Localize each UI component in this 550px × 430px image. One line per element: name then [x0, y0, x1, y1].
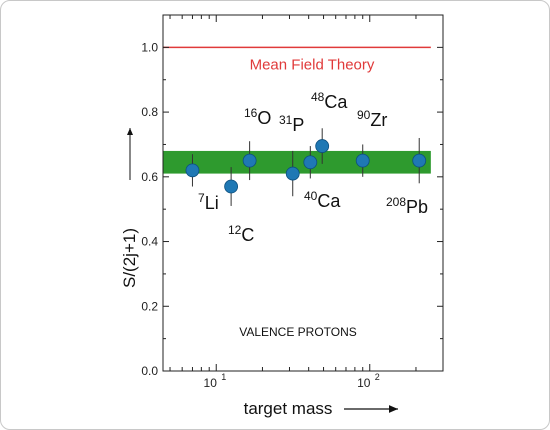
x-tick-exponent: 1 — [221, 372, 226, 382]
valence-protons-annotation: VALENCE PROTONS — [239, 325, 357, 339]
plot-area — [162, 14, 444, 372]
y-tick-label: 0.2 — [141, 299, 158, 313]
y-tick-label: 0.4 — [141, 235, 158, 249]
mean-field-label: Mean Field Theory — [250, 56, 375, 73]
nucleus-label: 7Li — [198, 191, 219, 213]
data-point — [412, 153, 427, 168]
data-point — [224, 179, 239, 194]
data-point — [285, 166, 300, 181]
x-tick-label: 10 — [204, 376, 218, 390]
nucleus-label: 16O — [244, 106, 271, 128]
x-tick-label: 10 — [357, 376, 371, 390]
y-tick-label: 1.0 — [141, 40, 158, 54]
data-point — [242, 153, 257, 168]
nucleus-label: 31P — [279, 113, 304, 135]
nucleus-label: 40Ca — [304, 189, 341, 211]
nucleus-label: 48Ca — [311, 90, 348, 112]
data-point — [303, 155, 318, 170]
data-point — [185, 163, 200, 178]
y-tick-label: 0.0 — [141, 364, 158, 378]
nucleus-label: 208Pb — [386, 195, 428, 217]
x-tick-exponent: 2 — [375, 372, 380, 382]
data-point — [355, 153, 370, 168]
nucleus-label: 12C — [228, 223, 254, 245]
y-axis-label: S/(2j+1) — [120, 228, 139, 288]
y-tick-label: 0.6 — [141, 170, 158, 184]
y-tick-label: 0.8 — [141, 105, 158, 119]
x-axis-label: target mass — [244, 399, 333, 418]
data-point — [315, 139, 330, 153]
nucleus-label: 90Zr — [357, 108, 387, 130]
